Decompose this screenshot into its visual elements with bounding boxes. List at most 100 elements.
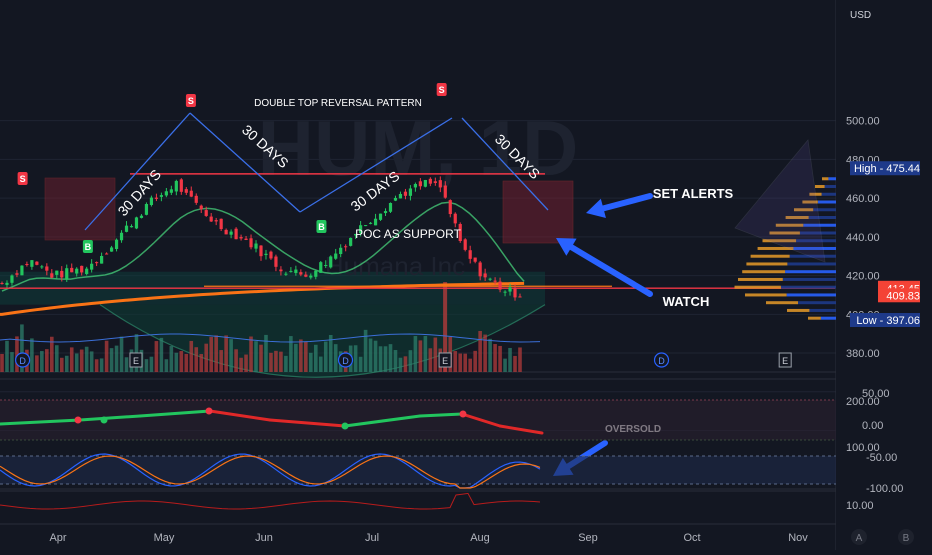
volume-profile-bar (762, 239, 797, 243)
volume-bar (144, 359, 149, 372)
volume-bar (503, 358, 507, 372)
trend-leg-line (84, 112, 191, 231)
candle-body (144, 203, 149, 215)
volume-bar (473, 350, 477, 372)
candle-body (483, 273, 487, 278)
dividend-event-icon (653, 352, 670, 368)
osc1-left-tick: 200.00 (846, 396, 880, 408)
candle-body (159, 195, 163, 197)
osc1-line (78, 414, 142, 422)
candle-body (314, 270, 318, 277)
volume-bar (234, 349, 238, 372)
volume-bar (94, 359, 99, 372)
candle-body (304, 274, 308, 277)
volume-bar (493, 344, 497, 372)
candle-body (55, 270, 59, 275)
osc3-line (0, 492, 541, 510)
candle-body (169, 189, 173, 193)
volume-bar (284, 355, 288, 372)
volume-bar (5, 340, 9, 372)
signal-marker (185, 94, 196, 107)
candle-body (453, 213, 457, 224)
volume-bar (99, 358, 104, 372)
volume-bar (318, 356, 323, 372)
volume-profile-bar (738, 277, 783, 281)
candle-body (274, 256, 278, 267)
volume-bar (159, 337, 164, 372)
volume-profile-bar (780, 285, 836, 289)
candle-body (214, 220, 218, 222)
volume-bar (259, 344, 263, 372)
volume-bar (184, 353, 189, 372)
candle-body (438, 180, 442, 188)
signal-marker-text: S (20, 174, 26, 184)
volume-profile-bar (809, 192, 822, 196)
signal-marker-text: S (188, 96, 194, 106)
volume-profile-bar (820, 316, 836, 320)
volume-profile-bar (798, 301, 836, 305)
x-tick-label: Apr (49, 532, 66, 544)
volume-bar (54, 345, 59, 372)
volume-bar (204, 343, 209, 372)
candle-body (503, 291, 507, 293)
volume-bar (40, 351, 44, 372)
volume-bar (304, 341, 308, 372)
candle-body (418, 181, 422, 187)
osc2-tick: -50.00 (866, 452, 897, 464)
volume-profile-bar (809, 308, 836, 312)
event-label: D (19, 356, 26, 366)
dividend-event-icon (15, 352, 31, 368)
volume-bar (403, 356, 408, 372)
candle-body (478, 262, 482, 277)
candle-body (269, 251, 273, 259)
volume-bar (428, 348, 433, 372)
volume-bar (169, 346, 174, 372)
candle-body (70, 267, 74, 273)
currency-label: USD (850, 10, 871, 21)
volume-profile-bar (796, 239, 836, 243)
volume-profile-bar (734, 285, 781, 289)
candle-body (164, 191, 168, 196)
candle-body (249, 238, 253, 248)
trend-leg-line (461, 117, 549, 211)
x-tick-label: Sep (578, 532, 598, 544)
volume-bar (224, 335, 228, 372)
candle-body (284, 273, 288, 275)
candle-body (104, 253, 109, 255)
trend-leg-line (299, 117, 453, 213)
volume-profile-bar (775, 223, 804, 227)
volume-ma-line (0, 333, 541, 343)
candle-body (513, 287, 517, 298)
candle-body (149, 197, 154, 206)
candle-body (259, 245, 263, 257)
candle-body (428, 178, 432, 184)
ma-50-line (1, 201, 525, 292)
earnings-event-icon (129, 352, 143, 368)
volume-bar (478, 330, 482, 372)
volume-bar (264, 334, 268, 372)
set-alerts-arrow-shaft (600, 193, 653, 212)
candle-body (443, 185, 447, 198)
event-label: D (342, 356, 349, 366)
candle-body (488, 278, 492, 280)
candle-body (109, 247, 114, 252)
candle-body (139, 215, 144, 218)
osc1-band (0, 400, 836, 440)
volume-profile-bar (787, 262, 836, 266)
axis-mode-button (898, 529, 914, 545)
price-label-box (850, 161, 920, 176)
x-tick-label: Nov (788, 532, 808, 544)
volume-bar (35, 355, 39, 372)
candle-body (403, 191, 408, 196)
candle-body (5, 282, 9, 285)
candle-body (209, 216, 213, 222)
trend-leg-line (189, 112, 301, 213)
candle-body (15, 273, 19, 275)
price-axis-bg (836, 0, 932, 550)
volume-bar (398, 357, 403, 372)
volume-bar (219, 350, 223, 372)
price-label: Low - 397.06 (856, 315, 920, 327)
volume-bar (74, 353, 79, 372)
